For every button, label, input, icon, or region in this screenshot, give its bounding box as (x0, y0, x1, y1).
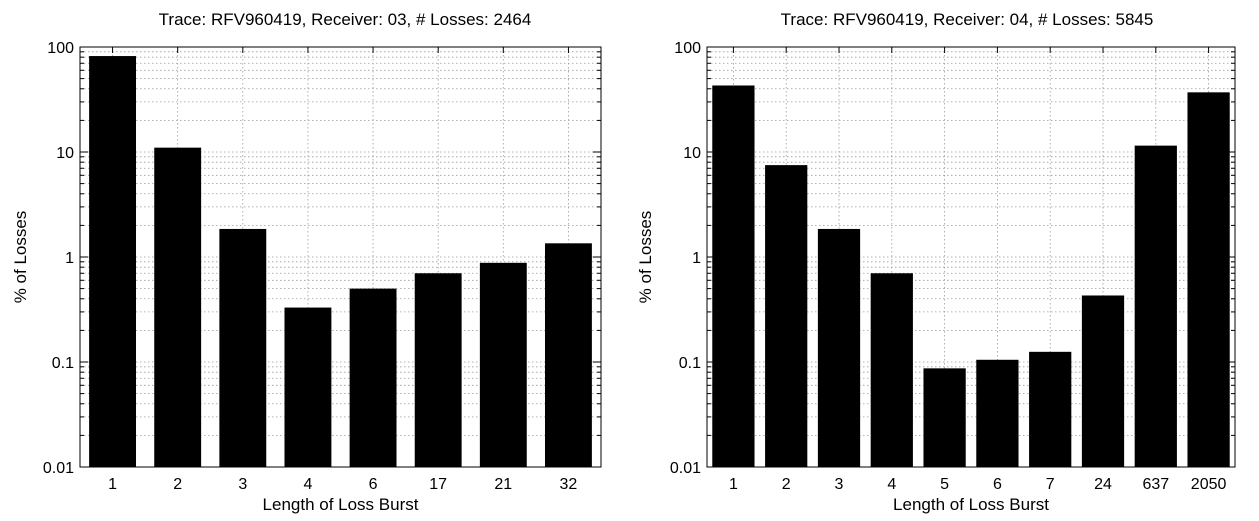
bar-2 (765, 165, 808, 467)
bar-4 (284, 307, 332, 467)
x-tick-label: 7 (1046, 476, 1055, 493)
bar-17 (414, 273, 462, 467)
bar-5 (923, 368, 966, 467)
x-tick-label: 17 (429, 476, 447, 493)
y-tick-label: 1 (65, 250, 74, 267)
y-tick-label: 100 (47, 40, 74, 57)
chart-title: Trace: RFV960419, Receiver: 04, # Losses… (781, 10, 1154, 29)
y-tick-label: 0.1 (679, 355, 701, 372)
x-tick-label: 4 (887, 476, 896, 493)
bar-3 (817, 228, 861, 467)
y-tick-label: 0.01 (670, 460, 701, 477)
x-tick-label: 21 (494, 476, 512, 493)
bar-2050 (1187, 92, 1230, 468)
x-tick-label: 24 (1094, 476, 1112, 493)
x-tick-label: 1 (729, 476, 738, 493)
chart-panel-receiver-03: 0.01 0.1 1 10 100 1 2 3 4 6 17 21 32 Trace: RFV960419… (11, 10, 602, 514)
x-axis-label: Length of Loss Burst (893, 495, 1049, 514)
bar-7 (1029, 351, 1072, 467)
chart-panel-receiver-04: 0.01 0.1 1 10 100 1 2 3 4 5 6 7 24 637 2050 Trace: RFV9… (636, 10, 1236, 514)
y-tick-label: 0.01 (43, 460, 74, 477)
bar-32 (544, 243, 592, 467)
x-tick-label: 2 (173, 476, 182, 493)
bar-4 (870, 273, 913, 467)
bar-637 (1134, 145, 1177, 468)
bar-6 (349, 288, 397, 467)
y-tick-label: 0.1 (52, 355, 74, 372)
x-tick-label: 2050 (1191, 476, 1227, 493)
x-tick-label: 1 (108, 476, 117, 493)
bar-21 (479, 262, 527, 467)
bar-3 (219, 228, 267, 467)
x-tick-label: 6 (369, 476, 378, 493)
x-axis-label: Length of Loss Burst (263, 495, 419, 514)
y-tick-label: 10 (56, 145, 74, 162)
bar-1 (712, 85, 755, 467)
y-axis-label: % of Losses (636, 211, 655, 304)
x-tick-label: 3 (238, 476, 247, 493)
x-tick-label: 2 (782, 476, 791, 493)
y-tick-label: 10 (683, 145, 701, 162)
x-tick-label: 6 (993, 476, 1002, 493)
bar-24 (1081, 295, 1125, 467)
y-axis-label: % of Losses (11, 211, 30, 304)
x-tick-label: 5 (940, 476, 949, 493)
bar-6 (976, 359, 1019, 467)
y-tick-label: 1 (692, 250, 701, 267)
x-tick-label: 3 (835, 476, 844, 493)
x-tick-label: 4 (303, 476, 312, 493)
x-tick-label: 637 (1142, 476, 1169, 493)
bar-2 (154, 147, 202, 468)
bar-1 (89, 56, 137, 467)
x-tick-label: 32 (560, 476, 578, 493)
y-tick-label: 100 (674, 40, 701, 57)
chart-title: Trace: RFV960419, Receiver: 03, # Losses… (159, 10, 532, 29)
grid (80, 47, 601, 467)
